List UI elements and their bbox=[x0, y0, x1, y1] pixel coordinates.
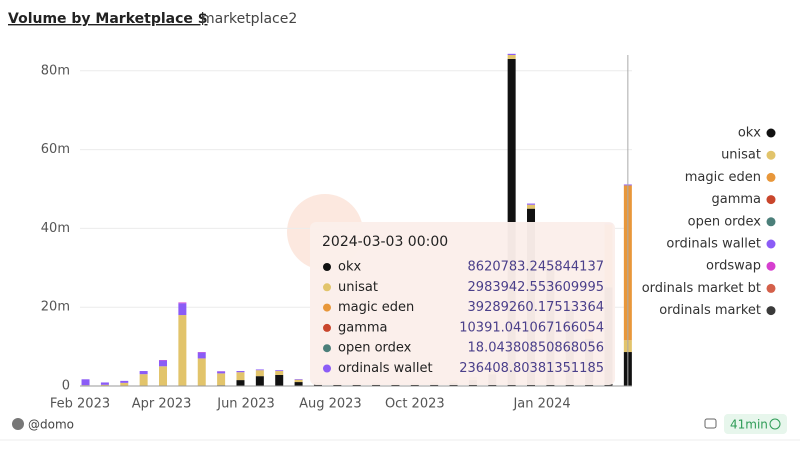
legend-swatch bbox=[767, 173, 776, 182]
bar-segment bbox=[236, 371, 244, 372]
tooltip-name: unisat bbox=[338, 280, 378, 295]
bar-segment bbox=[527, 205, 535, 209]
tooltip-dot bbox=[323, 365, 331, 373]
tooltip-name: magic eden bbox=[338, 300, 414, 315]
tooltip-value: 39289260.17513364 bbox=[468, 300, 604, 315]
bar-segment bbox=[178, 303, 186, 315]
legend-label[interactable]: okx bbox=[738, 126, 761, 141]
legend-label[interactable]: unisat bbox=[721, 148, 761, 163]
x-tick-label: Feb 2023 bbox=[50, 397, 110, 412]
tooltip-value: 18.04380850868056 bbox=[468, 341, 604, 356]
legend-label[interactable]: ordinals market bt bbox=[642, 281, 761, 296]
tooltip-name: gamma bbox=[338, 320, 388, 335]
bar-segment bbox=[217, 371, 225, 373]
bar-segment bbox=[178, 302, 186, 303]
legend-swatch bbox=[767, 195, 776, 204]
tooltip-name: ordinals wallet bbox=[338, 361, 433, 376]
bar-segment bbox=[256, 376, 264, 386]
tooltip-value: 8620783.245844137 bbox=[468, 260, 604, 275]
legend-swatch bbox=[767, 217, 776, 226]
chart-title[interactable]: Volume by Marketplace $ bbox=[8, 11, 208, 27]
bar-segment bbox=[275, 370, 283, 371]
bar-segment bbox=[159, 366, 167, 386]
bar-segment bbox=[275, 375, 283, 386]
bar-segment bbox=[140, 374, 148, 386]
y-tick-label: 40m bbox=[41, 221, 70, 236]
bar-segment bbox=[236, 380, 244, 386]
legend-swatch bbox=[767, 240, 776, 249]
bar-segment bbox=[527, 204, 535, 205]
footer-age: 41min bbox=[730, 418, 768, 432]
legend-swatch bbox=[767, 262, 776, 271]
legend-label[interactable]: gamma bbox=[711, 192, 761, 207]
legend-label[interactable]: open ordex bbox=[688, 214, 762, 229]
legend-label[interactable]: magic eden bbox=[685, 170, 761, 185]
bar-segment bbox=[256, 370, 264, 376]
camera-icon[interactable] bbox=[705, 419, 716, 428]
bar-segment bbox=[508, 54, 516, 55]
tooltip-dot bbox=[323, 324, 331, 332]
bar-segment bbox=[198, 358, 206, 386]
bar-segment bbox=[82, 379, 90, 385]
bar-segment bbox=[236, 372, 244, 380]
tooltip-value: 10391.041067166054 bbox=[459, 320, 604, 335]
bar-segment bbox=[217, 373, 225, 385]
tooltip-name: open ordex bbox=[338, 341, 412, 356]
tooltip-date: 2024-03-03 00:00 bbox=[322, 234, 448, 250]
tooltip-value: 236408.80381351185 bbox=[459, 361, 604, 376]
bar-segment bbox=[120, 381, 128, 383]
y-tick-label: 80m bbox=[41, 63, 70, 78]
tooltip: 2024-03-03 00:00 okx 8620783.245844137 unis… bbox=[310, 222, 615, 385]
x-tick-label: Jun 2023 bbox=[216, 397, 275, 412]
footer-author[interactable]: @domo bbox=[28, 418, 74, 432]
tooltip-dot bbox=[323, 283, 331, 291]
bar-segment bbox=[256, 369, 264, 370]
tooltip-dot bbox=[323, 344, 331, 352]
bar-segment bbox=[178, 315, 186, 386]
x-tick-label: Apr 2023 bbox=[132, 397, 192, 412]
legend-swatch bbox=[767, 151, 776, 160]
bar-segment bbox=[159, 360, 167, 366]
bar-segment bbox=[295, 380, 303, 382]
x-tick-label: Aug 2023 bbox=[299, 397, 362, 412]
legend-swatch bbox=[767, 306, 776, 315]
legend-label[interactable]: ordinals wallet bbox=[666, 237, 761, 252]
x-tick-label: Oct 2023 bbox=[385, 397, 445, 412]
y-tick-label: 60m bbox=[41, 142, 70, 157]
chart-subtitle: marketplace2 bbox=[201, 11, 297, 27]
y-tick-label: 20m bbox=[41, 300, 70, 315]
y-tick-label: 0 bbox=[62, 379, 70, 394]
legend-swatch bbox=[767, 129, 776, 138]
avatar bbox=[12, 418, 24, 430]
legend-label[interactable]: ordswap bbox=[706, 259, 761, 274]
tooltip-dot bbox=[323, 263, 331, 271]
bar-segment bbox=[508, 55, 516, 59]
tooltip-value: 2983942.553609995 bbox=[468, 280, 604, 295]
bar-segment bbox=[295, 379, 303, 380]
legend-swatch bbox=[767, 284, 776, 293]
bar-segment bbox=[101, 382, 109, 384]
bar-segment bbox=[198, 353, 206, 359]
x-tick-label: Jan 2024 bbox=[512, 397, 570, 412]
tooltip-name: okx bbox=[338, 260, 361, 275]
tooltip-dot bbox=[323, 304, 331, 312]
bar-segment bbox=[140, 371, 148, 374]
bar-segment bbox=[275, 371, 283, 375]
bar-segment bbox=[295, 382, 303, 386]
legend-label[interactable]: ordinals market bbox=[659, 303, 761, 318]
